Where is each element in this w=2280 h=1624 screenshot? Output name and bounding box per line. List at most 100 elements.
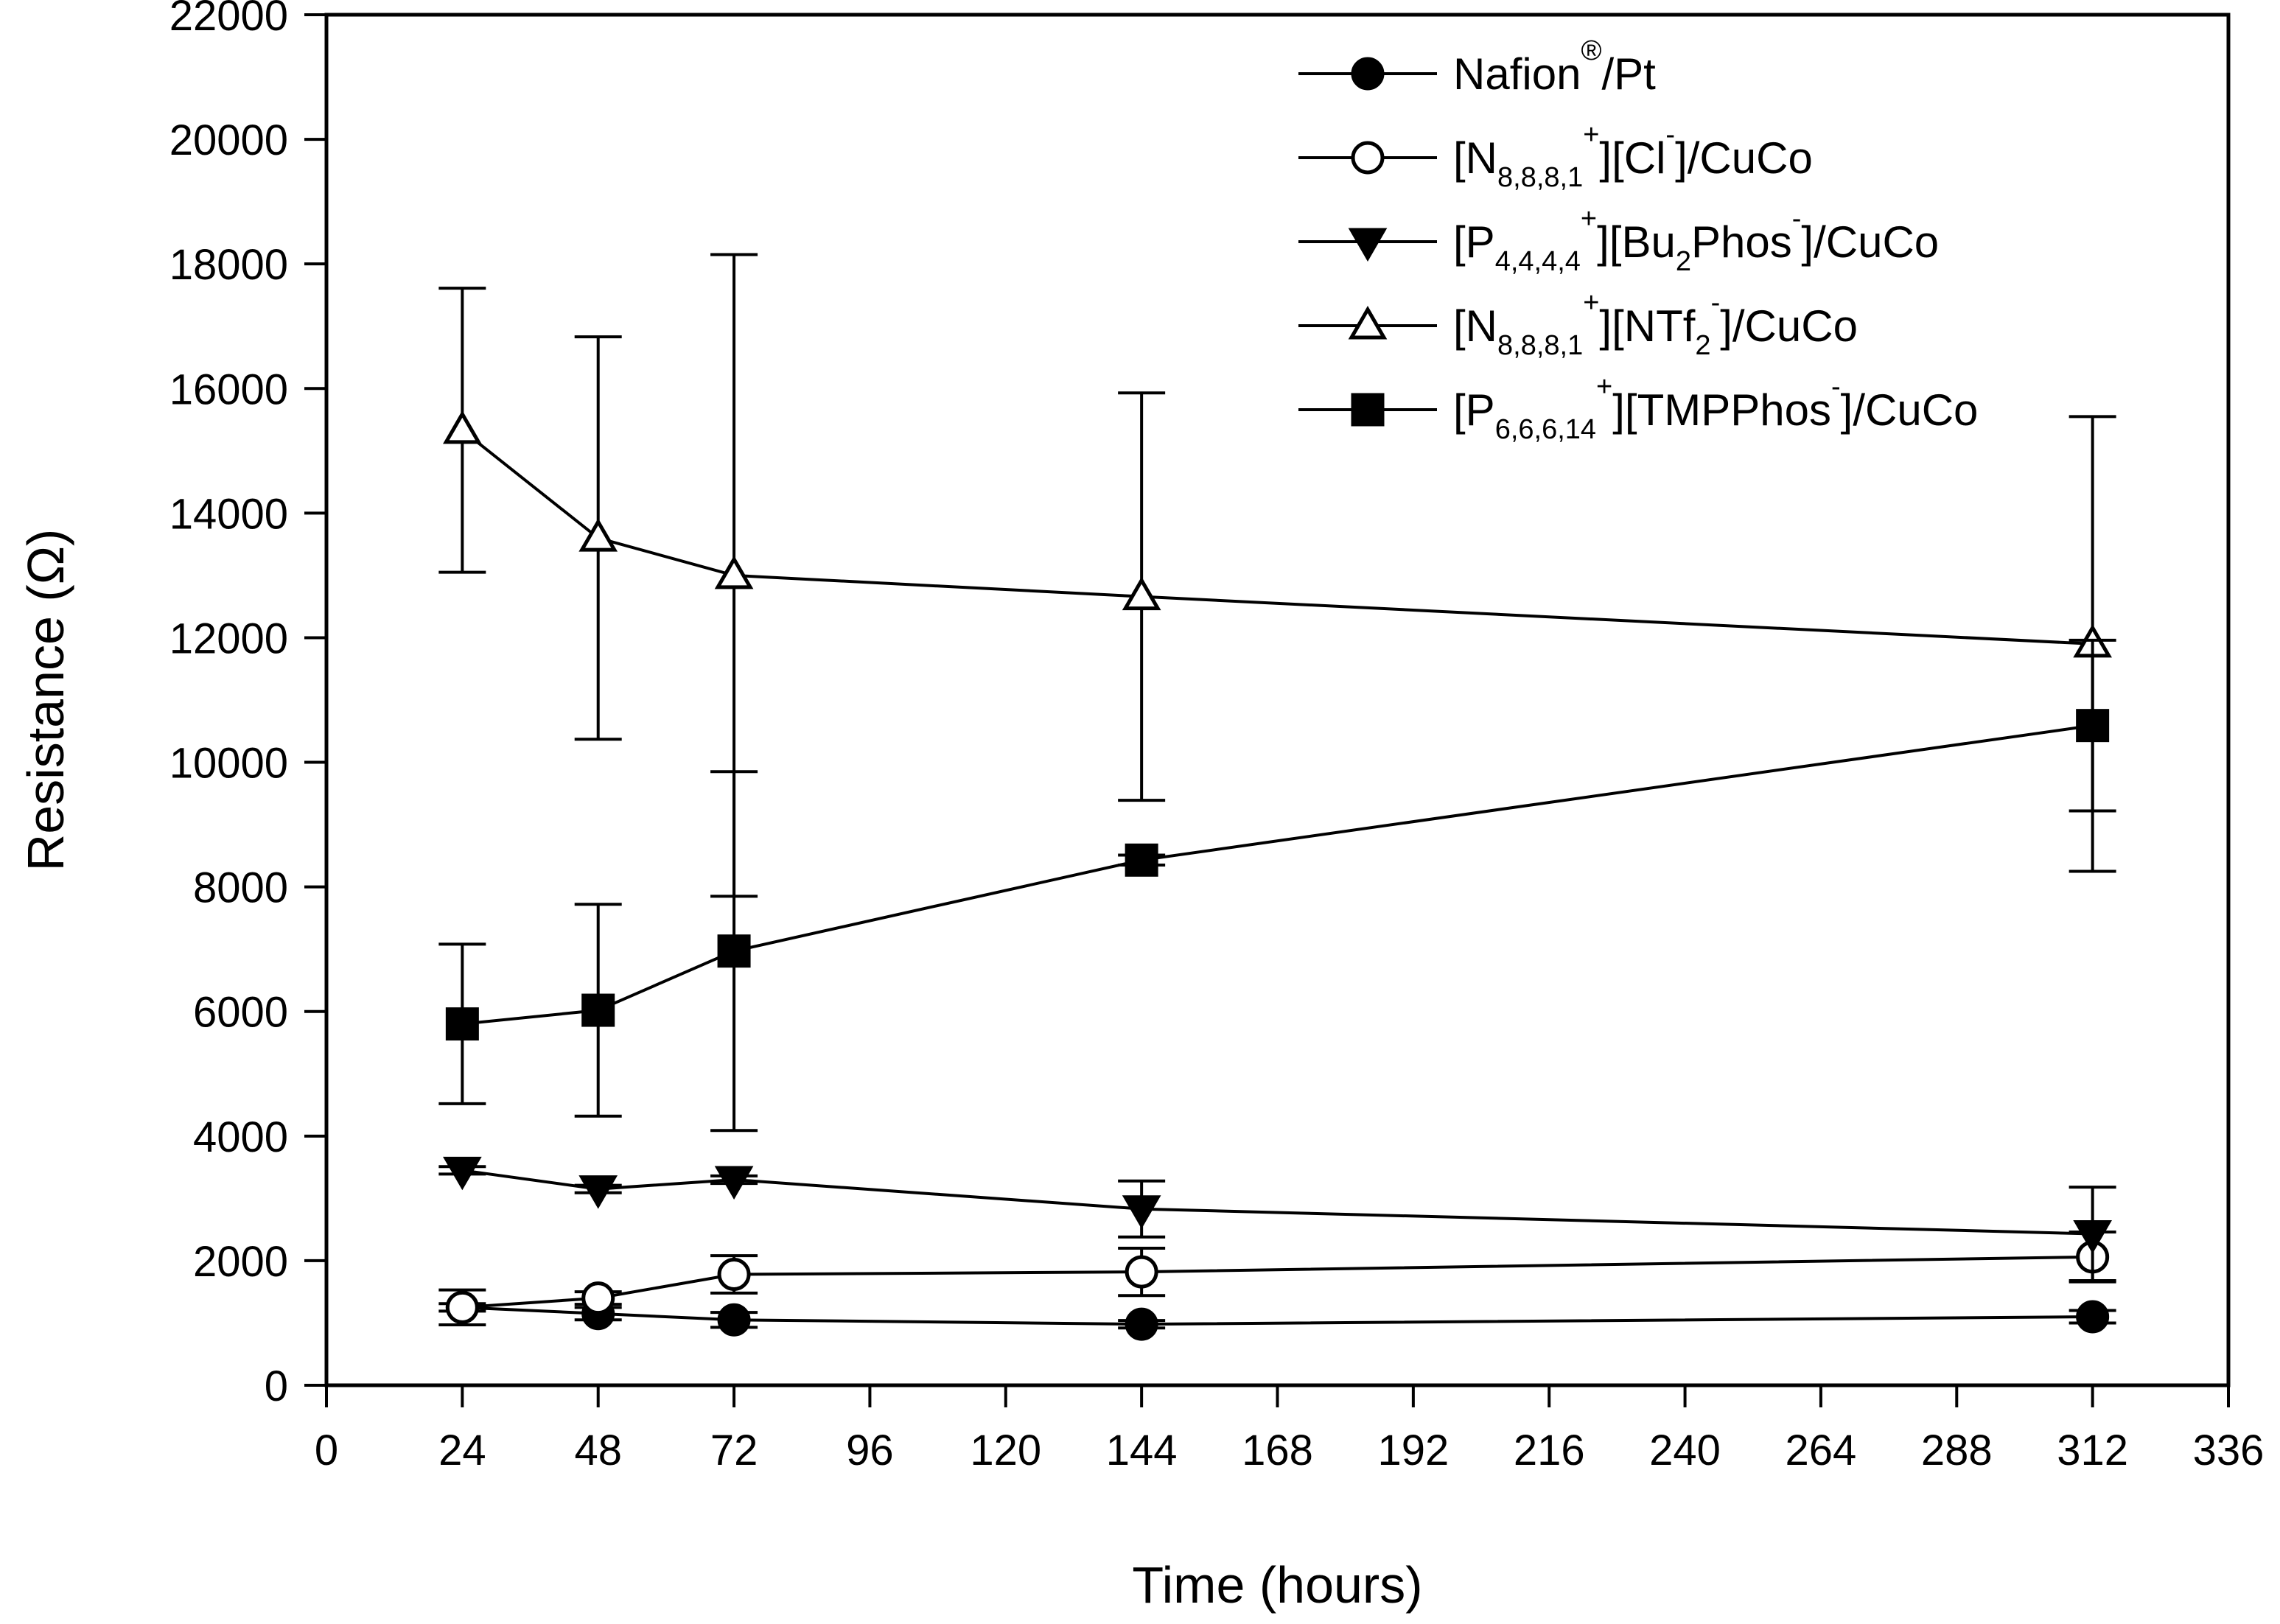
data-point <box>1122 1195 1161 1229</box>
x-tick-label: 96 <box>846 1427 894 1474</box>
series-line <box>461 429 2093 645</box>
data-point <box>443 1156 482 1191</box>
data-point <box>2073 1220 2112 1254</box>
legend-item-5: [P6,6,6,14+][TMPPhos-]/CuCo <box>1298 371 1978 445</box>
x-tick-label: 120 <box>970 1427 1041 1474</box>
y-axis-title: Resistance (Ω) <box>17 529 74 872</box>
x-tick-label: 288 <box>1921 1427 1993 1474</box>
legend-label: [P6,6,6,14+][TMPPhos-]/CuCo <box>1453 371 1978 445</box>
y-tick-label: 2000 <box>193 1238 288 1286</box>
x-tick-label: 216 <box>1514 1427 1585 1474</box>
y-tick-label: 10000 <box>169 740 288 788</box>
data-point <box>581 1281 615 1315</box>
x-tick-label: 168 <box>1242 1427 1313 1474</box>
series-layer <box>438 253 2116 1341</box>
y-tick-label: 8000 <box>193 864 288 912</box>
y-tick-label: 12000 <box>169 615 288 662</box>
data-point <box>581 993 615 1027</box>
data-point <box>445 1007 479 1041</box>
data-point <box>445 1290 479 1324</box>
series-line <box>462 1255 2093 1309</box>
legend-label-part: ]/CuCo <box>1841 385 1979 435</box>
legend-label-part: + <box>1583 119 1599 150</box>
legend-label: [N8,8,8,1+][Cl-]/CuCo <box>1453 119 1813 193</box>
data-point <box>443 410 482 444</box>
legend-label: Nafion®/Pt <box>1453 35 1656 99</box>
x-tick-label: 264 <box>1786 1427 1857 1474</box>
y-tick-label: 20000 <box>169 116 288 164</box>
legend-label-part: Phos <box>1691 217 1792 267</box>
series-line <box>462 724 2093 1026</box>
legend-label-part: Nafion <box>1453 49 1581 99</box>
legend-label-part: ][Cl <box>1599 133 1665 183</box>
legend-label-part: + <box>1596 371 1612 402</box>
x-tick-label: 24 <box>438 1427 486 1474</box>
legend-label-part: ]/CuCo <box>1720 301 1858 351</box>
series-line <box>462 1306 2093 1326</box>
x-tick-label: 336 <box>2193 1427 2265 1474</box>
series-line <box>462 1169 2093 1236</box>
legend-label-part: [P <box>1453 217 1495 267</box>
legend-label-part: /Pt <box>1601 49 1656 99</box>
data-point <box>2076 709 2110 743</box>
y-tick-label: 18000 <box>169 241 288 289</box>
legend-marker <box>1348 306 1388 340</box>
data-point <box>1122 576 1161 611</box>
legend-label-part: ® <box>1581 35 1601 66</box>
legend-label-part: ]/CuCo <box>1801 217 1939 267</box>
legend-label: [N8,8,8,1+][NTf2-]/CuCo <box>1453 287 1858 361</box>
legend-marker <box>1351 141 1385 175</box>
y-axis: 0 2000 4000 6000 8000 10000 12000 14000 16000 180… <box>169 0 326 1410</box>
legend-marker <box>1351 393 1385 427</box>
series-1 <box>438 1288 2116 1341</box>
legend-label-part: ][NTf <box>1599 301 1695 351</box>
legend-label-part: + <box>1581 203 1597 234</box>
legend-label-part: - <box>1792 203 1802 234</box>
x-tick-label: 72 <box>710 1427 758 1474</box>
y-tick-label: 6000 <box>193 989 288 1037</box>
y-tick-label: 4000 <box>193 1113 288 1161</box>
legend-marker <box>1351 57 1385 91</box>
x-tick-label: 192 <box>1377 1427 1449 1474</box>
data-point <box>578 518 618 552</box>
legend-label-part: - <box>1665 119 1675 150</box>
data-point <box>717 934 751 968</box>
y-tick-label: 14000 <box>169 490 288 538</box>
data-point <box>714 1166 754 1200</box>
x-axis-title: Time (hours) <box>1132 1556 1422 1614</box>
data-point <box>717 1258 751 1292</box>
legend-marker <box>1348 228 1388 262</box>
legend-item-4: [N8,8,8,1+][NTf2-]/CuCo <box>1298 287 1858 361</box>
data-point <box>1125 1307 1158 1341</box>
x-axis: 0 24 48 72 96 120 144 168 192 216 240 264 288 312 336 <box>315 1385 2265 1474</box>
data-point <box>2076 1300 2110 1334</box>
legend-label-part: ]/CuCo <box>1675 133 1813 183</box>
legend-label-part: ][TMPPhos <box>1612 385 1831 435</box>
x-tick-label: 48 <box>574 1427 622 1474</box>
series-4 <box>438 253 2116 898</box>
legend-label-part: [N <box>1453 133 1497 183</box>
x-tick-label: 0 <box>315 1427 338 1474</box>
x-tick-label: 312 <box>2057 1427 2128 1474</box>
legend-item-2: [N8,8,8,1+][Cl-]/CuCo <box>1298 119 1813 193</box>
legend-label-part: - <box>1831 371 1841 402</box>
series-3 <box>438 1156 2116 1282</box>
series-5 <box>438 638 2116 1133</box>
legend: Nafion®/Pt[N8,8,8,1+][Cl-]/CuCo[P4,4,4,4… <box>1298 35 1978 445</box>
legend-label-part: + <box>1583 287 1599 318</box>
data-point <box>578 1175 618 1209</box>
y-tick-label: 22000 <box>169 0 288 40</box>
data-point <box>1125 1255 1158 1289</box>
legend-label-part: 2 <box>1695 330 1710 361</box>
legend-item-1: Nafion®/Pt <box>1298 35 1656 99</box>
y-tick-label: 16000 <box>169 365 288 413</box>
y-tick-label: 0 <box>265 1362 288 1410</box>
data-point <box>714 555 754 589</box>
legend-item-3: [P4,4,4,4+][Bu2Phos-]/CuCo <box>1298 203 1939 277</box>
legend-label-part: [N <box>1453 301 1497 351</box>
legend-label: [P4,4,4,4+][Bu2Phos-]/CuCo <box>1453 203 1939 277</box>
x-tick-label: 240 <box>1649 1427 1721 1474</box>
legend-label-part: - <box>1711 287 1721 318</box>
legend-label-part: 8,8,8,1 <box>1497 330 1583 361</box>
